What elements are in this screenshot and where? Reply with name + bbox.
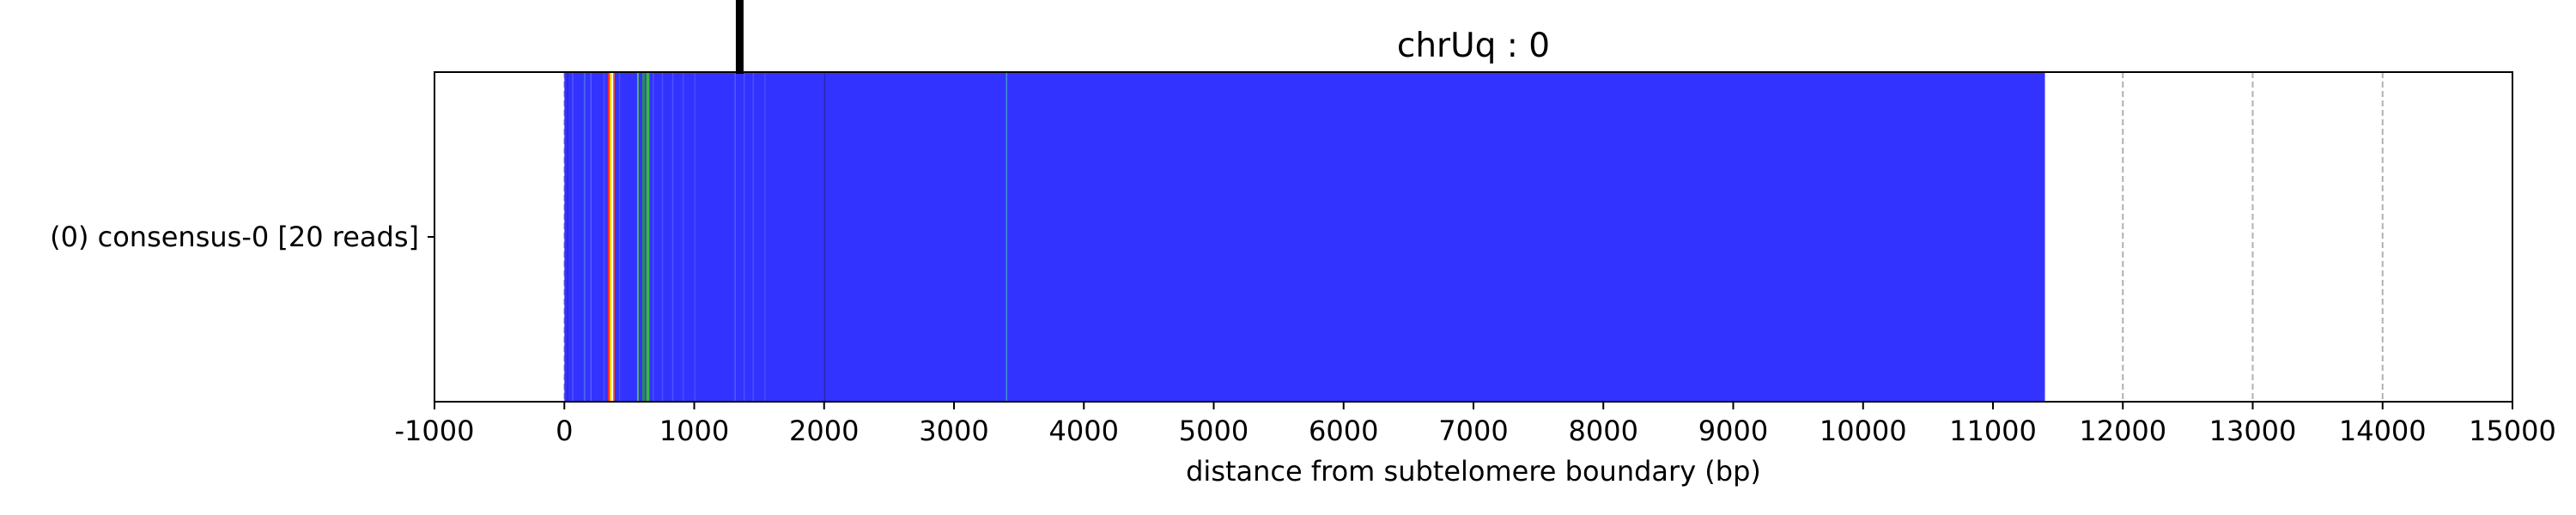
track-band <box>636 72 639 402</box>
track-band <box>646 72 650 402</box>
track-band <box>607 72 611 402</box>
track-band <box>671 72 674 402</box>
track-band <box>661 72 664 402</box>
x-tick-label: 0 <box>556 415 573 447</box>
x-tick-label: 1000 <box>659 415 729 447</box>
track-band <box>1005 72 1008 402</box>
x-axis-label: distance from subtelomere boundary (bp) <box>1186 455 1761 488</box>
x-tick-label: 11000 <box>1949 415 2037 447</box>
track-band <box>682 72 684 402</box>
y-tick-labels: (0) consensus-0 [20 reads] <box>50 221 434 253</box>
x-tick-label: 14000 <box>2339 415 2427 447</box>
track-band <box>583 72 586 402</box>
track-band <box>572 72 574 402</box>
x-tick-label: 13000 <box>2209 415 2297 447</box>
chart-title: chrUq : 0 <box>1397 27 1550 65</box>
track-band <box>611 72 614 402</box>
x-tick-label: 4000 <box>1049 415 1119 447</box>
track-band <box>642 72 646 402</box>
x-tick-label: 7000 <box>1438 415 1508 447</box>
track-band <box>743 72 745 402</box>
x-tick-label: 3000 <box>919 415 988 447</box>
x-tick-label: 10000 <box>1820 415 1907 447</box>
x-tick-label: 15000 <box>2469 415 2556 447</box>
track-band <box>603 72 605 402</box>
track-band <box>613 72 615 402</box>
x-tick-label: 5000 <box>1179 415 1249 447</box>
x-tick-label: 12000 <box>2079 415 2166 447</box>
track-band <box>653 72 654 402</box>
x-tick-label: 6000 <box>1309 415 1378 447</box>
x-tick-label: 9000 <box>1698 415 1768 447</box>
x-tick-label: -1000 <box>395 415 475 447</box>
track-band <box>694 72 696 402</box>
track-fill <box>564 72 2045 402</box>
y-tick-label: (0) consensus-0 [20 reads] <box>50 221 419 253</box>
track-layer <box>564 72 2045 402</box>
track-band <box>618 72 621 402</box>
track-band <box>752 72 755 402</box>
track-band <box>734 72 736 402</box>
x-tick-label: 2000 <box>789 415 859 447</box>
track-band <box>590 72 592 402</box>
x-tick-label: 8000 <box>1569 415 1638 447</box>
track-band <box>567 72 568 402</box>
track-band <box>764 72 766 402</box>
track-band <box>610 72 612 402</box>
track-band <box>823 72 826 402</box>
x-ticks: -1000 0 1000 2000 3000 4000 5000 6000 7000 8000 90… <box>395 402 2556 447</box>
